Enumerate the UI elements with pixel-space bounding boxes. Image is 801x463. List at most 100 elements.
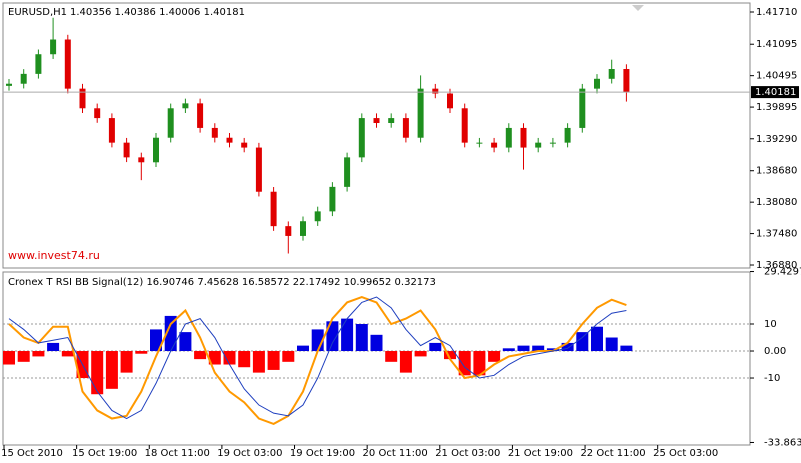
histogram-bar bbox=[326, 321, 339, 352]
candle-body bbox=[608, 69, 615, 79]
candle-body bbox=[373, 118, 380, 124]
histogram-bar bbox=[561, 342, 574, 352]
histogram-bar bbox=[120, 351, 133, 373]
current-price-box bbox=[751, 86, 799, 99]
candle-body bbox=[108, 118, 115, 143]
candle-body bbox=[344, 157, 351, 187]
x-tick-label: 15 Oct 2010 bbox=[1, 448, 63, 459]
candle-body bbox=[447, 93, 453, 109]
histogram-bar bbox=[473, 351, 486, 376]
y-tick-label: 1.37480 bbox=[756, 229, 797, 240]
candle-body bbox=[623, 69, 630, 93]
histogram-bar bbox=[414, 351, 427, 357]
histogram-bar bbox=[208, 351, 221, 365]
current-price-label: 1.40181 bbox=[755, 87, 796, 98]
candle-body bbox=[476, 142, 483, 144]
x-tick-label: 20 Oct 11:00 bbox=[363, 448, 428, 459]
x-tick-label: 21 Oct 03:00 bbox=[435, 448, 500, 459]
histogram-bar bbox=[223, 351, 236, 365]
y-tick-label: 1.41710 bbox=[756, 7, 797, 18]
histogram-bar bbox=[620, 345, 633, 352]
x-tick-label: 25 Oct 03:00 bbox=[653, 448, 718, 459]
histogram-bar bbox=[105, 351, 118, 389]
histogram-bar bbox=[591, 326, 603, 352]
histogram-bar bbox=[135, 351, 148, 354]
candle-body bbox=[300, 221, 306, 236]
y-tick-label: 1.39895 bbox=[756, 102, 797, 113]
candle-body bbox=[417, 88, 424, 138]
candle-body bbox=[94, 108, 101, 119]
candle-body bbox=[461, 108, 468, 143]
y-tick-label: 0.00 bbox=[764, 346, 786, 357]
histogram-bar bbox=[3, 351, 15, 365]
y-tick-label: 1.39290 bbox=[756, 134, 797, 145]
candle-body bbox=[6, 83, 12, 86]
y-tick-label: -33.8638 bbox=[764, 437, 801, 448]
histogram-bar bbox=[532, 345, 545, 352]
histogram-bar bbox=[164, 315, 177, 352]
histogram-bar bbox=[267, 351, 280, 370]
histogram-bar bbox=[399, 351, 412, 373]
histogram-bar bbox=[576, 332, 589, 352]
candle-body bbox=[138, 157, 145, 163]
candle-body bbox=[535, 142, 542, 148]
candle-body bbox=[388, 118, 395, 124]
candle-body bbox=[197, 103, 204, 128]
candle-body bbox=[564, 127, 571, 143]
scroll-icon bbox=[632, 5, 644, 11]
candle-body bbox=[314, 211, 321, 222]
candle-body bbox=[594, 78, 600, 89]
candle-body bbox=[211, 127, 218, 138]
candle-body bbox=[167, 108, 174, 138]
y-tick-label: 1.38680 bbox=[756, 166, 797, 177]
histogram-bar bbox=[238, 351, 251, 368]
histogram-bar bbox=[282, 351, 295, 362]
indicator-title: Cronex T RSI BB Signal(12) 16.90746 7.45… bbox=[8, 277, 436, 288]
histogram-bar bbox=[546, 348, 559, 352]
candle-body bbox=[50, 39, 57, 55]
histogram-bar bbox=[517, 345, 530, 352]
candle-body bbox=[549, 142, 556, 144]
histogram-bar bbox=[150, 329, 162, 352]
candle-body bbox=[505, 127, 512, 148]
histogram-bar bbox=[179, 332, 192, 352]
x-tick-label: 18 Oct 11:00 bbox=[145, 448, 210, 459]
histogram-bar bbox=[385, 351, 398, 362]
symbol: EURUSD,H1 bbox=[8, 7, 67, 18]
histogram-bar bbox=[91, 351, 104, 395]
y-tick-label: 1.36880 bbox=[756, 260, 797, 271]
x-tick-label: 22 Oct 11:00 bbox=[580, 448, 645, 459]
histogram-bar bbox=[502, 348, 515, 352]
x-tick-label: 19 Oct 03:00 bbox=[217, 448, 282, 459]
candle-body bbox=[491, 142, 498, 148]
candle-body bbox=[358, 118, 365, 158]
indicator-line bbox=[8, 295, 627, 426]
y-tick-label: 1.38080 bbox=[756, 197, 797, 208]
candle-body bbox=[579, 88, 586, 128]
candle-body bbox=[79, 88, 86, 109]
y-tick-label: 1.40495 bbox=[756, 71, 797, 82]
candle-body bbox=[432, 88, 439, 94]
candle-body bbox=[20, 73, 27, 84]
candle-body bbox=[285, 226, 292, 236]
histogram-bar bbox=[355, 324, 368, 352]
histogram-bar bbox=[444, 351, 456, 360]
indicator-line bbox=[8, 296, 627, 420]
candle-body bbox=[520, 127, 527, 148]
candle-body bbox=[64, 39, 71, 89]
histogram-bar bbox=[47, 342, 60, 352]
histogram-bar bbox=[297, 345, 309, 352]
candle-body bbox=[270, 191, 277, 227]
y-tick-label: 29.42972 bbox=[764, 267, 801, 278]
histogram-bar bbox=[341, 318, 354, 352]
x-tick-label: 15 Oct 19:00 bbox=[72, 448, 137, 459]
x-tick-label: 21 Oct 19:00 bbox=[508, 448, 573, 459]
candle-body bbox=[255, 147, 262, 192]
candle-body bbox=[123, 142, 130, 158]
candle-body bbox=[402, 118, 409, 138]
x-tick-label: 19 Oct 19:00 bbox=[290, 448, 355, 459]
ohlc-header: 1.40356 1.40386 1.40006 1.40181 bbox=[70, 7, 245, 18]
histogram-bar bbox=[370, 334, 383, 352]
